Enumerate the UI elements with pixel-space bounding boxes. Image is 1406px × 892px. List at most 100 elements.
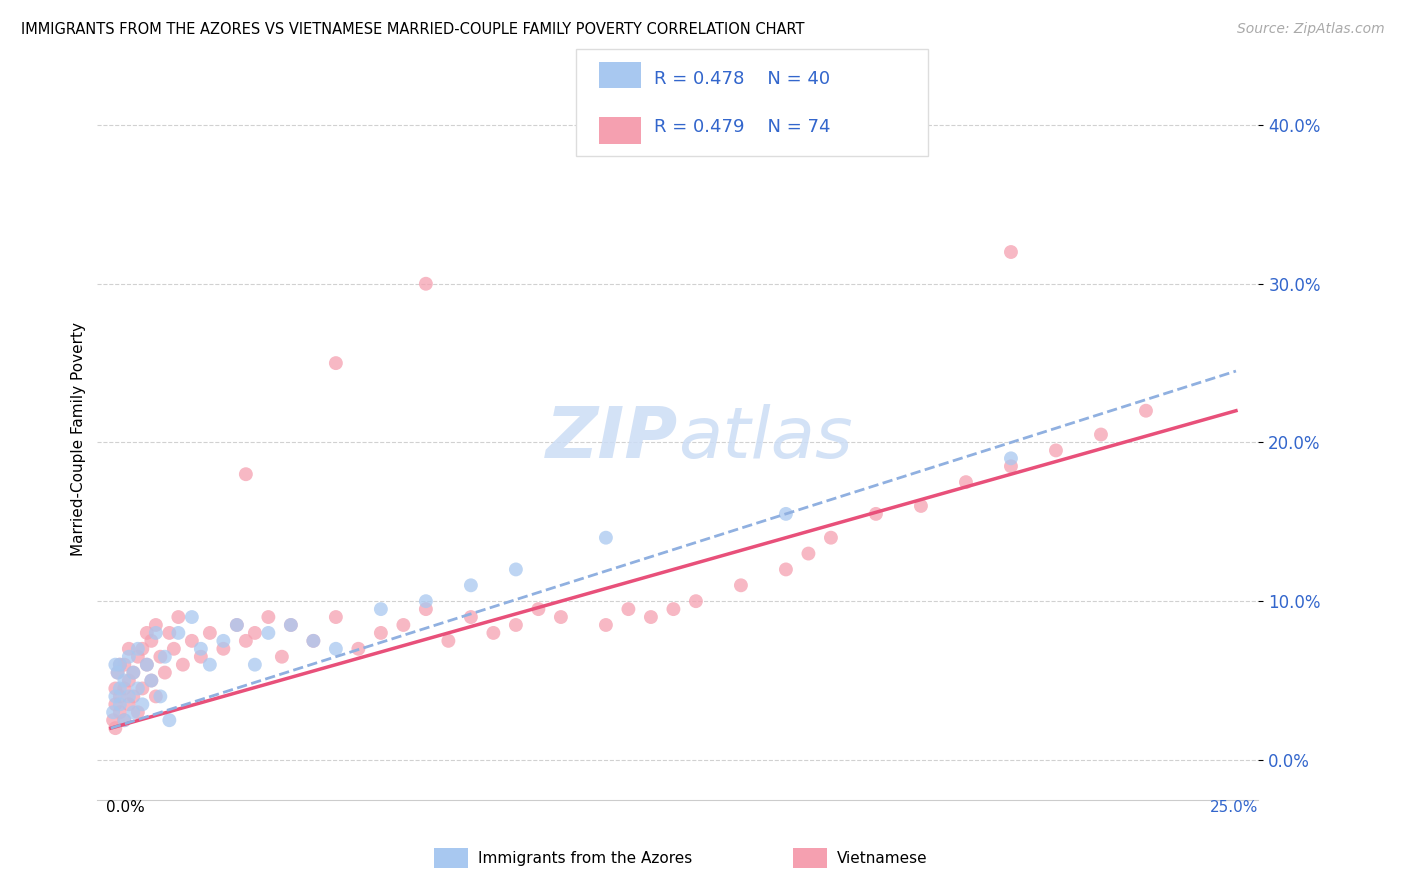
Point	[347, 641, 370, 656]
Point	[730, 578, 752, 592]
Point	[280, 618, 302, 632]
Point	[415, 277, 437, 291]
Point	[101, 713, 124, 727]
Point	[167, 626, 190, 640]
Point	[163, 641, 186, 656]
Point	[180, 633, 202, 648]
Point	[270, 649, 292, 664]
Point	[157, 626, 180, 640]
Point	[1090, 427, 1112, 442]
Point	[135, 657, 157, 672]
Point	[135, 626, 157, 640]
Point	[153, 665, 176, 680]
Point	[172, 657, 194, 672]
Text: ZIP: ZIP	[546, 404, 678, 473]
Point	[640, 610, 662, 624]
Point	[118, 673, 141, 688]
Point	[212, 641, 235, 656]
Point	[198, 626, 221, 640]
Point	[118, 698, 141, 712]
Point	[243, 626, 266, 640]
Point	[149, 649, 172, 664]
Point	[257, 626, 280, 640]
Point	[225, 618, 247, 632]
Text: R = 0.479    N = 74: R = 0.479 N = 74	[654, 118, 831, 136]
Point	[235, 467, 257, 482]
Point	[104, 657, 127, 672]
Point	[460, 578, 482, 592]
Point	[190, 641, 212, 656]
Text: Vietnamese: Vietnamese	[837, 851, 927, 865]
Point	[167, 610, 190, 624]
Point	[415, 594, 437, 608]
Point	[108, 657, 131, 672]
Point	[112, 713, 135, 727]
Point	[145, 626, 167, 640]
Point	[370, 626, 392, 640]
Point	[153, 649, 176, 664]
Point	[108, 681, 131, 696]
Point	[302, 633, 325, 648]
Point	[1000, 245, 1022, 260]
Point	[595, 618, 617, 632]
Point	[370, 602, 392, 616]
Point	[775, 562, 797, 576]
Point	[145, 618, 167, 632]
Point	[127, 681, 149, 696]
Point	[127, 641, 149, 656]
Point	[122, 665, 145, 680]
Point	[157, 713, 180, 727]
Point	[118, 641, 141, 656]
Point	[1135, 403, 1157, 417]
Point	[108, 706, 131, 720]
Point	[108, 698, 131, 712]
Text: 25.0%: 25.0%	[1211, 799, 1258, 814]
Point	[1000, 451, 1022, 466]
Point	[1000, 459, 1022, 474]
Point	[131, 681, 153, 696]
Point	[122, 665, 145, 680]
Point	[118, 690, 141, 704]
Point	[797, 547, 820, 561]
Point	[127, 649, 149, 664]
Text: Source: ZipAtlas.com: Source: ZipAtlas.com	[1237, 22, 1385, 37]
Point	[141, 673, 163, 688]
Point	[437, 633, 460, 648]
Point	[180, 610, 202, 624]
Text: IMMIGRANTS FROM THE AZORES VS VIETNAMESE MARRIED-COUPLE FAMILY POVERTY CORRELATI: IMMIGRANTS FROM THE AZORES VS VIETNAMESE…	[21, 22, 804, 37]
Point	[775, 507, 797, 521]
Point	[550, 610, 572, 624]
Point	[212, 633, 235, 648]
Point	[235, 633, 257, 648]
Text: Immigrants from the Azores: Immigrants from the Azores	[478, 851, 692, 865]
Point	[280, 618, 302, 632]
Point	[460, 610, 482, 624]
Point	[1045, 443, 1067, 458]
Point	[325, 641, 347, 656]
Point	[108, 657, 131, 672]
Point	[595, 531, 617, 545]
Point	[617, 602, 640, 616]
Point	[127, 706, 149, 720]
Point	[149, 690, 172, 704]
Point	[141, 633, 163, 648]
Point	[131, 641, 153, 656]
Text: atlas: atlas	[678, 404, 852, 473]
Point	[820, 531, 842, 545]
Point	[104, 721, 127, 735]
Point	[198, 657, 221, 672]
Point	[107, 665, 129, 680]
Point	[122, 706, 145, 720]
Point	[415, 602, 437, 616]
Point	[135, 657, 157, 672]
Text: R = 0.478    N = 40: R = 0.478 N = 40	[654, 70, 830, 87]
Point	[527, 602, 550, 616]
Point	[122, 690, 145, 704]
Point	[107, 665, 129, 680]
Point	[141, 673, 163, 688]
Text: 0.0%: 0.0%	[107, 799, 145, 814]
Point	[482, 626, 505, 640]
Point	[108, 690, 131, 704]
Point	[662, 602, 685, 616]
Point	[325, 610, 347, 624]
